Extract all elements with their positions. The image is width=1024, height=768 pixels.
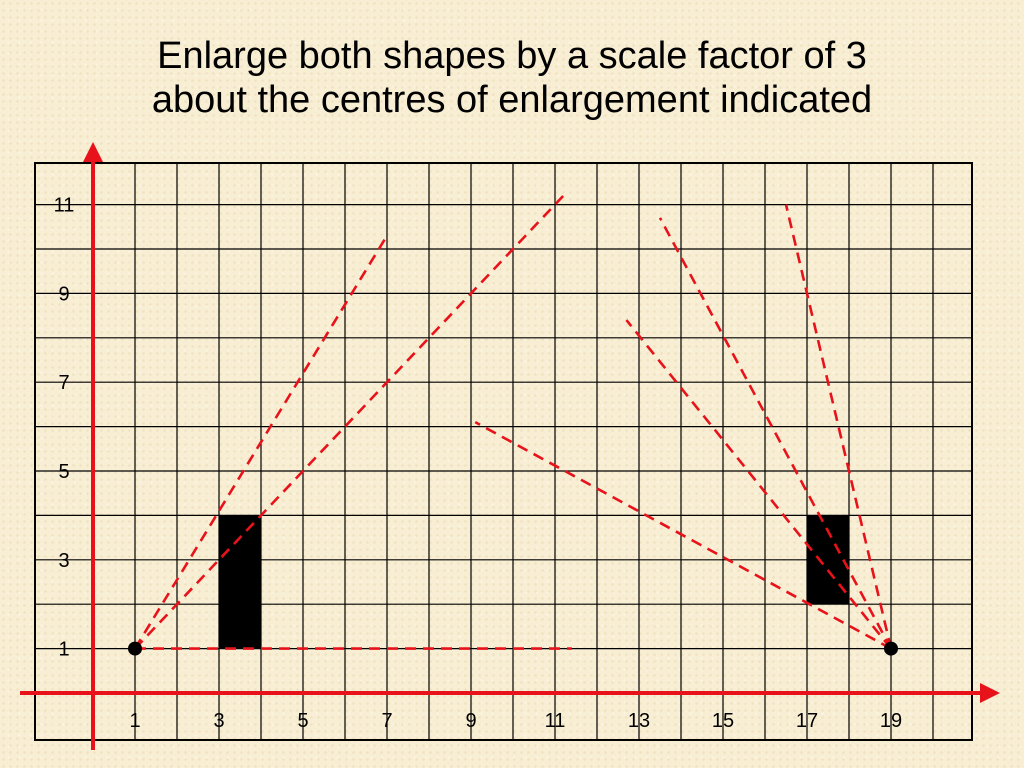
x-tick-label: 9 (465, 710, 476, 732)
x-tick-label: 7 (381, 710, 392, 732)
x-tick-label: 3 (213, 710, 224, 732)
x-tick-labels: 1 3 5 7 9 11 13 15 17 19 (129, 710, 902, 732)
title-line-1: Enlarge both shapes by a scale factor of… (157, 35, 867, 77)
grid-frame (34, 162, 973, 741)
left-centre (128, 641, 142, 656)
y-tick-label: 1 (58, 639, 69, 661)
dashed-ray (625, 319, 893, 650)
slide-title: Enlarge both shapes by a scale factor of… (0, 34, 1024, 122)
y-tick-label: 11 (54, 195, 75, 217)
dashed-ray (133, 235, 389, 650)
x-axis-arrow-icon (980, 683, 1000, 703)
x-tick-label: 17 (796, 710, 818, 732)
y-tick-label: 7 (58, 372, 69, 394)
centres-of-enlargement (128, 641, 898, 656)
y-tick-label: 3 (58, 550, 69, 572)
grid-lines (35, 163, 972, 740)
construction-lines (133, 194, 893, 650)
y-tick-label: 5 (58, 461, 69, 483)
dashed-ray (784, 204, 893, 649)
right-centre (884, 641, 898, 656)
dashed-ray (134, 194, 565, 650)
x-tick-label: 19 (880, 710, 902, 732)
y-tick-labels: 1 3 5 7 9 11 (54, 195, 75, 661)
dashed-ray (474, 421, 892, 650)
y-tick-label: 9 (58, 283, 69, 305)
left-rectangle (219, 515, 261, 649)
dashed-ray (658, 217, 893, 650)
x-tick-label: 5 (297, 710, 308, 732)
axes (20, 142, 1000, 750)
x-tick-label: 13 (628, 710, 650, 732)
title-line-2: about the centres of enlargement indicat… (151, 79, 873, 121)
x-tick-label: 15 (712, 710, 734, 732)
shapes-layer (219, 515, 849, 649)
y-axis-arrow-icon (83, 142, 103, 162)
x-tick-label: 1 (129, 710, 140, 732)
x-tick-label: 11 (545, 710, 566, 732)
